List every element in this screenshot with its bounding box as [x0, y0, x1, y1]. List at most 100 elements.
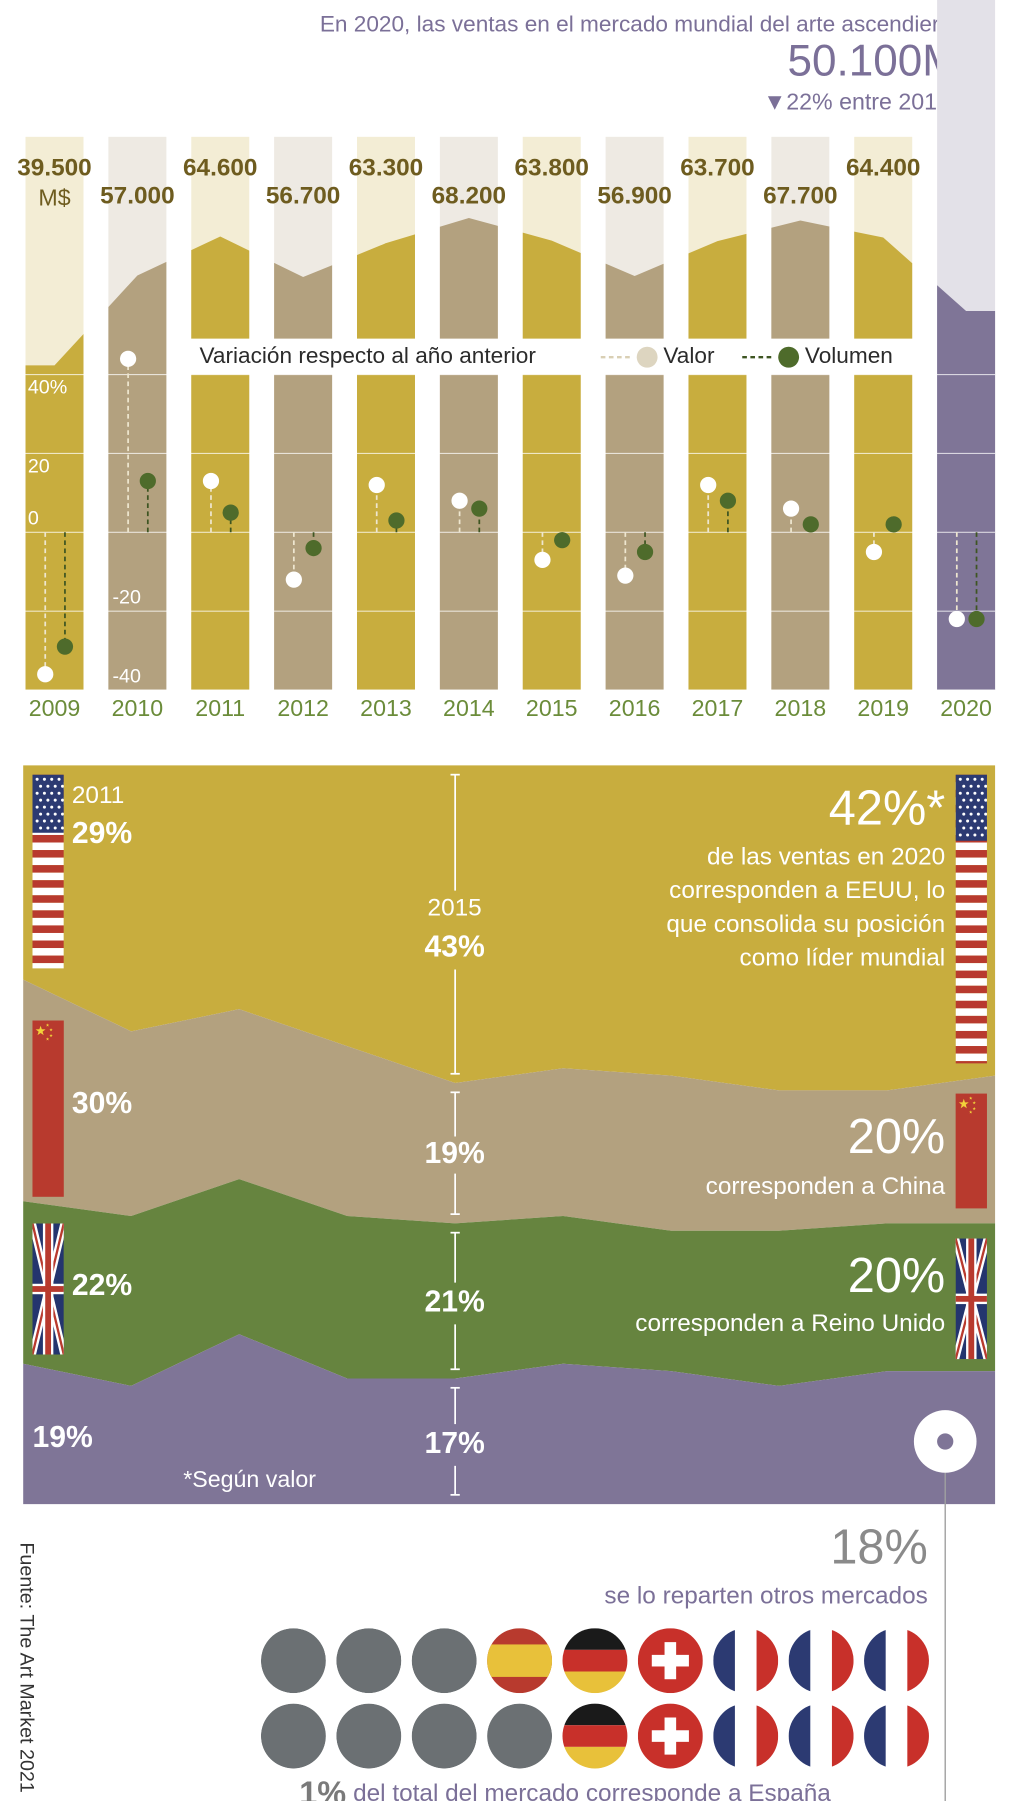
stripe: [955, 993, 987, 1001]
x-tick-label: 2015: [526, 695, 578, 721]
stripe: [955, 985, 987, 994]
star: [57, 777, 61, 781]
variation-dot: [802, 516, 819, 533]
star: [46, 784, 50, 788]
share-label: 21%: [424, 1285, 484, 1318]
star: [984, 784, 987, 788]
star: [49, 1028, 53, 1032]
variation-dot: [617, 567, 634, 584]
variation-dot: [636, 543, 654, 561]
band: [831, 1628, 854, 1694]
value-area: [937, 285, 996, 691]
china-flag: [955, 1093, 987, 1209]
star: [973, 791, 977, 795]
star: [969, 784, 973, 788]
value-label: 64.600: [183, 155, 257, 182]
x-tick-label: 2011: [195, 695, 245, 721]
share-label: 43%: [424, 931, 484, 964]
stripe: [955, 1038, 987, 1047]
star: [35, 777, 39, 781]
variation-dot: [368, 476, 385, 494]
star: [53, 826, 57, 830]
share-area: [23, 979, 996, 1231]
star: [42, 805, 46, 809]
band: [487, 1644, 553, 1677]
star: [50, 791, 54, 795]
variation-dot: [222, 504, 239, 521]
stripe: [955, 1030, 987, 1039]
value-area: [522, 232, 581, 691]
variation-dot: [968, 610, 985, 628]
x-tick-label: 2016: [609, 695, 661, 721]
star: [46, 826, 50, 830]
legend-label: Volumen: [805, 343, 893, 368]
share-label: 18%: [830, 1520, 927, 1574]
variation-dot: [534, 551, 551, 569]
usa-note: corresponden a EEUU, lo: [669, 877, 945, 904]
band: [907, 1628, 929, 1694]
value-label: 56.900: [597, 183, 671, 210]
stripe: [955, 865, 987, 873]
star: [39, 784, 43, 788]
star: [962, 826, 966, 830]
star: [35, 819, 39, 823]
x-tick-label: 2014: [443, 695, 495, 721]
header-line: En 2020, las ventas en el mercado mundia…: [320, 11, 984, 36]
star: [966, 819, 970, 823]
stripe: [955, 850, 987, 858]
market-dot: [637, 1703, 703, 1769]
value-area: [771, 220, 830, 691]
variation-dot: [885, 516, 902, 533]
uk-flag: [955, 1238, 987, 1360]
band: [713, 1628, 735, 1694]
share-area: [23, 1179, 996, 1386]
year-label: 2011: [72, 782, 124, 809]
value-area: [274, 262, 333, 691]
disc: [411, 1628, 477, 1694]
market-dot: [864, 1628, 929, 1694]
variation-dot: [285, 571, 302, 588]
star: [972, 1101, 976, 1105]
star: [50, 819, 54, 823]
star: [966, 805, 970, 809]
market-dot: [713, 1703, 779, 1769]
us-flag: [32, 774, 64, 969]
share-label: 30%: [72, 1087, 132, 1120]
stripe: [955, 902, 987, 911]
star: [35, 1025, 46, 1036]
star: [958, 777, 962, 781]
market-dot: [562, 1628, 628, 1694]
variation-dot: [202, 472, 220, 490]
market-dot: [260, 1628, 326, 1694]
band: [756, 1703, 779, 1769]
variation-dot: [37, 666, 54, 683]
stripe: [955, 1015, 987, 1024]
share-label: 17%: [424, 1427, 484, 1460]
stripe: [32, 850, 64, 858]
y-tick-label: 0: [28, 508, 39, 530]
star: [45, 1023, 50, 1027]
star: [39, 826, 43, 830]
share-label: 19%: [424, 1137, 484, 1170]
field: [32, 1020, 64, 1197]
band: [562, 1725, 628, 1747]
stripe: [955, 932, 987, 941]
legend-dot: [778, 346, 800, 368]
variation-dot: [782, 500, 800, 517]
star: [984, 798, 987, 802]
canton: [32, 774, 64, 833]
band: [756, 1628, 779, 1694]
market-dot: [260, 1703, 326, 1769]
star: [50, 805, 54, 809]
disc: [260, 1703, 326, 1769]
stripe: [32, 963, 64, 969]
star: [973, 805, 977, 809]
stripe: [955, 955, 987, 964]
uk-flag: [32, 1223, 64, 1355]
band: [562, 1671, 628, 1694]
star: [976, 784, 980, 788]
star: [50, 777, 54, 781]
value-area: [854, 231, 913, 691]
stripe: [32, 872, 64, 881]
